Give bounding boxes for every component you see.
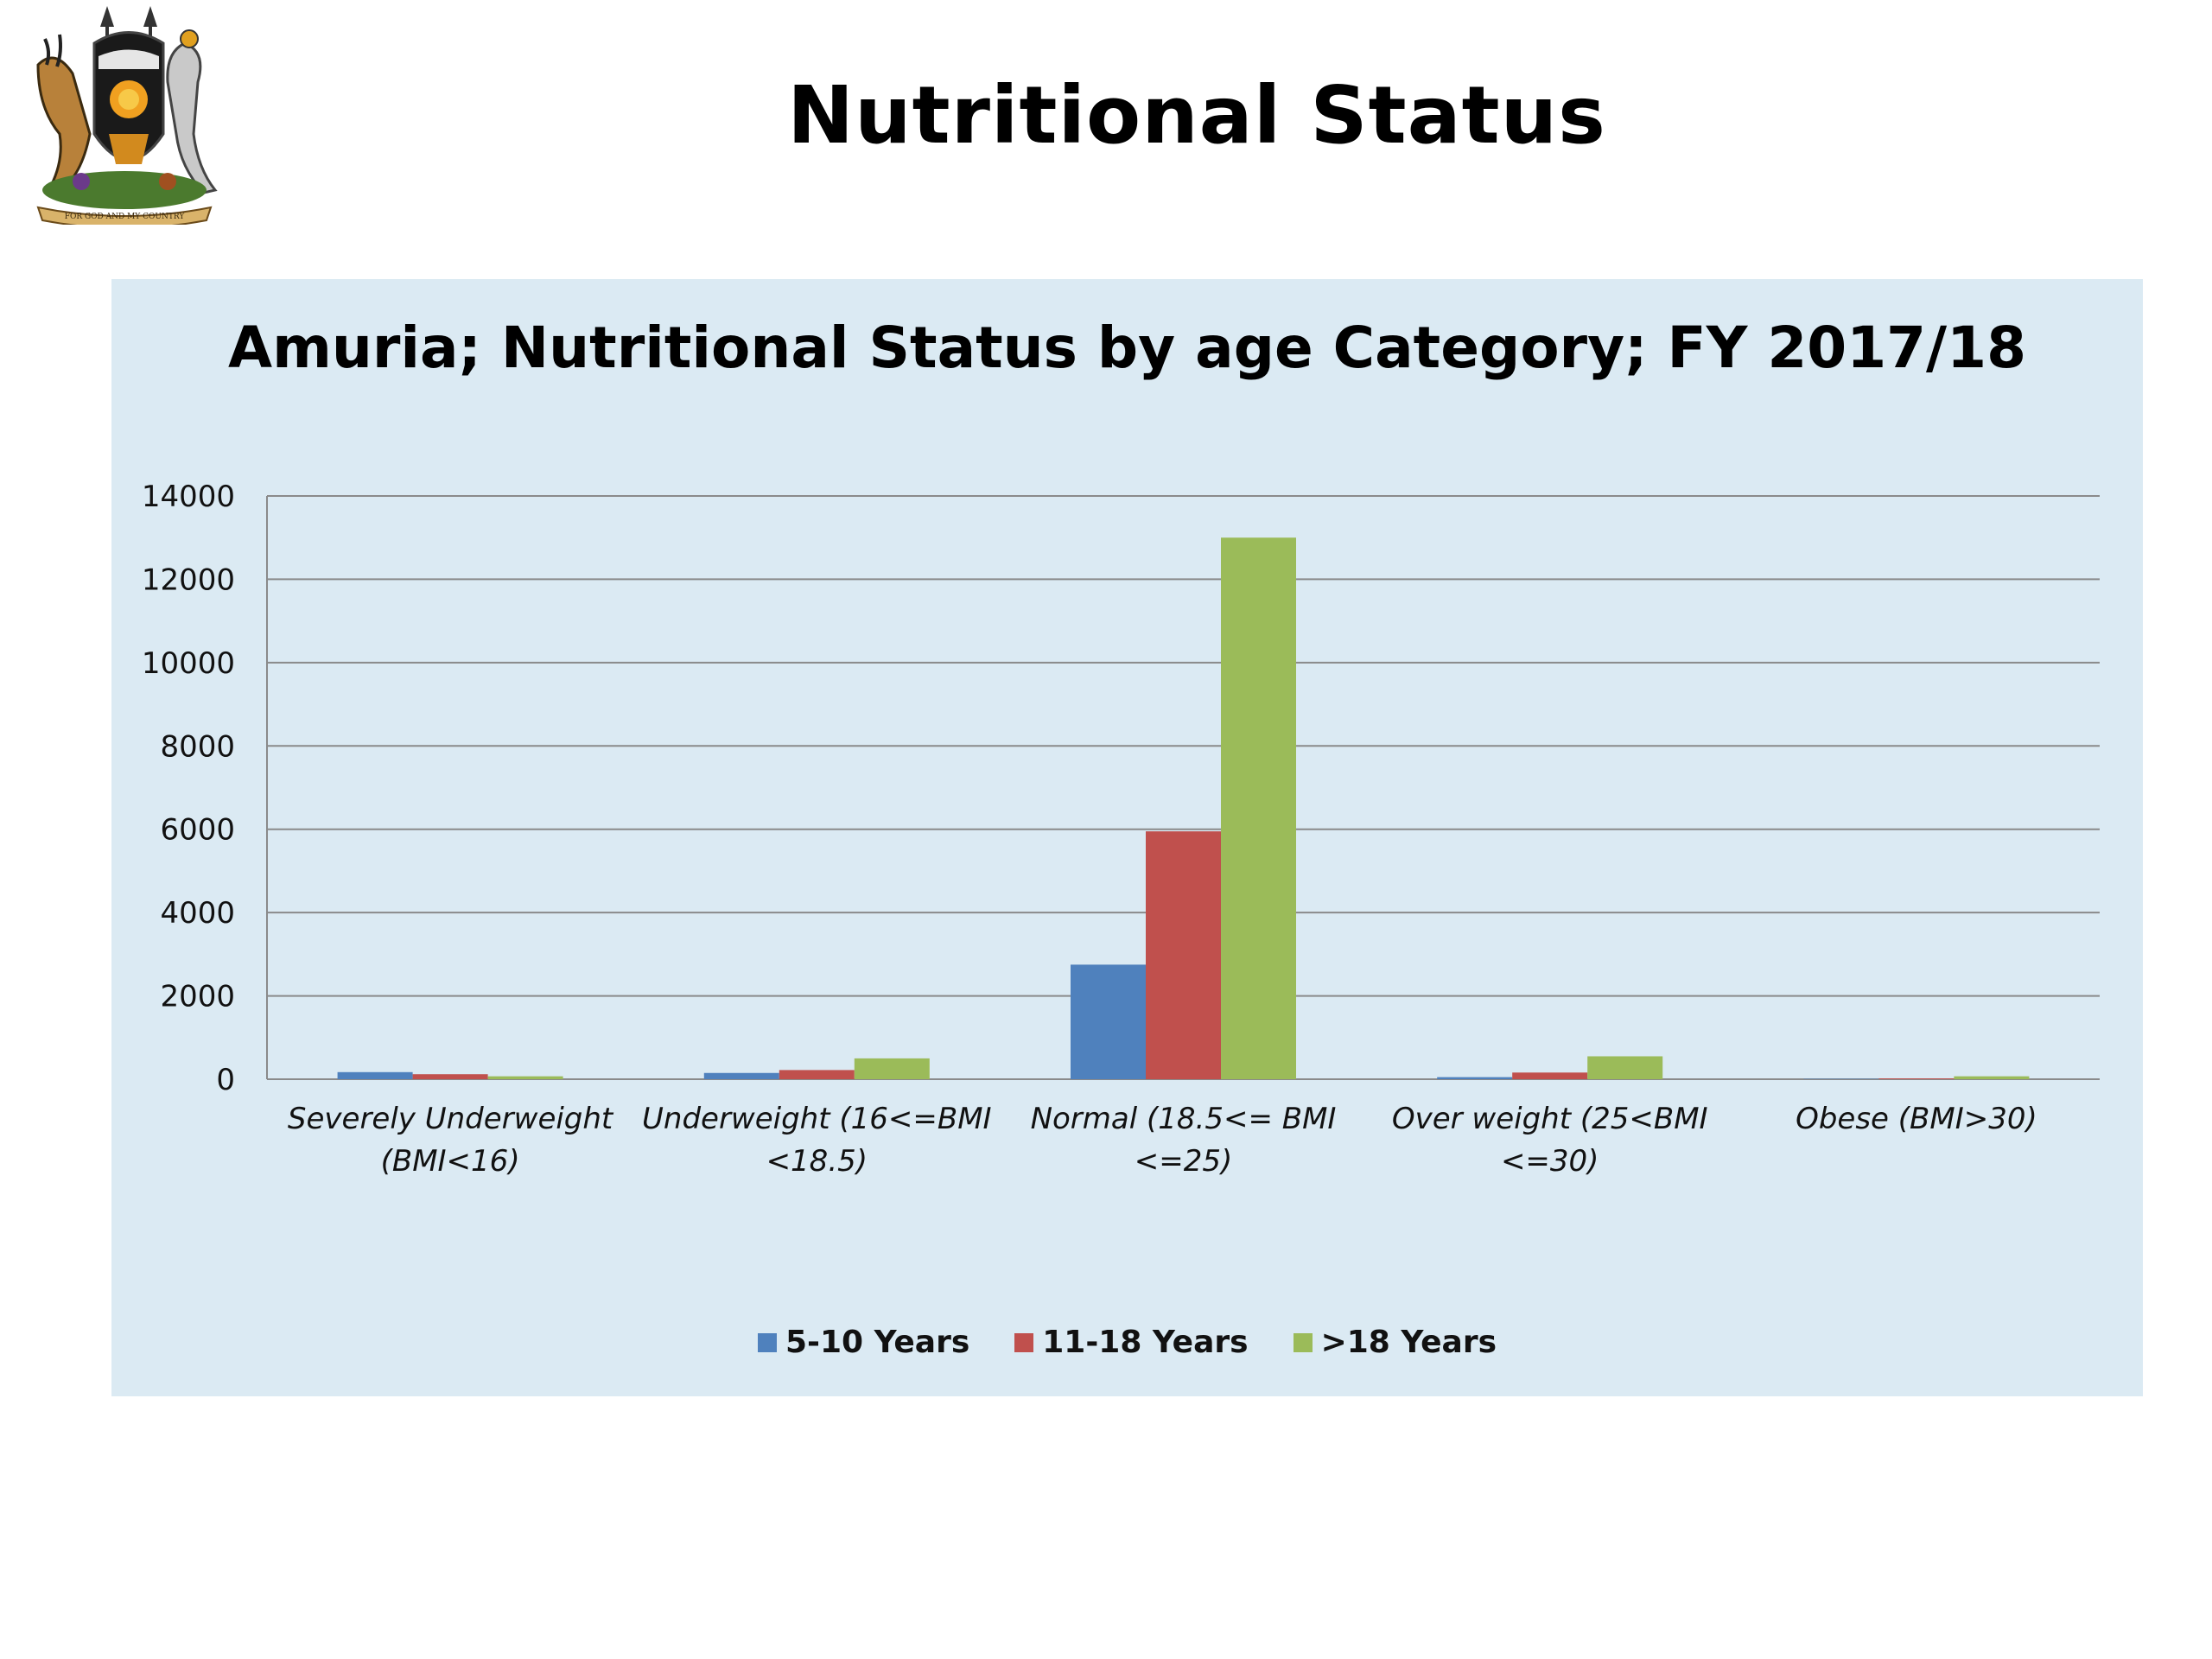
- x-category-label: Normal (18.5<= BMI: [1031, 1102, 1337, 1136]
- x-category-label: <=25): [1135, 1144, 1233, 1179]
- bar-18-years: [854, 1058, 930, 1079]
- chart-title: Amuria; Nutritional Status by age Catego…: [228, 315, 2026, 381]
- legend-label: >18 Years: [1320, 1325, 1497, 1360]
- legend-item: 5-10 Years: [757, 1325, 970, 1360]
- y-tick-label: 8000: [160, 729, 235, 764]
- bar-18-years: [1221, 537, 1296, 1079]
- bar-18-years: [487, 1076, 563, 1079]
- y-tick-label: 14000: [142, 480, 235, 514]
- bar-11-18-years: [1146, 831, 1221, 1079]
- x-category-label: <=30): [1501, 1144, 1599, 1179]
- legend-swatch: [1293, 1332, 1313, 1352]
- legend-label: 5-10 Years: [785, 1325, 970, 1360]
- legend-item: 11-18 Years: [1014, 1325, 1249, 1360]
- x-category-label: (BMI<16): [381, 1144, 520, 1179]
- legend-item: >18 Years: [1293, 1325, 1497, 1360]
- legend-swatch: [1014, 1332, 1034, 1352]
- bar-11-18-years: [1512, 1072, 1588, 1079]
- bar-11-18-years: [1878, 1078, 1955, 1079]
- y-tick-label: 4000: [160, 896, 235, 931]
- x-category-label: Severely Underweight: [288, 1102, 614, 1136]
- legend-label: 11-18 Years: [1042, 1325, 1249, 1360]
- x-category-label: Over weight (25<BMI: [1392, 1102, 1708, 1136]
- x-category-label: Underweight (16<=BMI: [642, 1102, 992, 1136]
- slide-title: Nutritional Status: [787, 69, 1606, 162]
- legend-swatch: [757, 1332, 777, 1352]
- svg-text:FOR GOD AND MY COUNTRY: FOR GOD AND MY COUNTRY: [65, 213, 186, 221]
- bar-18-years: [1954, 1076, 2030, 1079]
- chart-panel: Amuria; Nutritional Status by age Catego…: [111, 279, 2143, 1396]
- bar-18-years: [1587, 1056, 1663, 1079]
- y-tick-label: 6000: [160, 813, 235, 848]
- y-tick-label: 10000: [142, 646, 235, 681]
- bar-chart: 0 2000 4000 6000 8000 10000 12000 14000 Severely…: [142, 480, 2100, 1179]
- coat-of-arms-icon: FOR GOD AND MY COUNTRY: [36, 6, 218, 225]
- bar-11-18-years: [412, 1074, 488, 1079]
- x-category-label: <18.5): [766, 1144, 868, 1179]
- bar-5-10-years: [703, 1072, 779, 1079]
- bar-11-18-years: [779, 1070, 855, 1079]
- bar-5-10-years: [1071, 964, 1146, 1079]
- y-tick-label: 12000: [142, 563, 235, 597]
- chart-legend: 5-10 Years 11-18 Years >18 Years: [111, 1325, 2143, 1360]
- bar-5-10-years: [1437, 1077, 1513, 1079]
- x-category-label: Obese (BMI>30): [1796, 1102, 2037, 1136]
- y-tick-label: 2000: [160, 980, 235, 1014]
- y-tick-label: 0: [216, 1063, 235, 1097]
- bar-5-10-years: [337, 1071, 413, 1079]
